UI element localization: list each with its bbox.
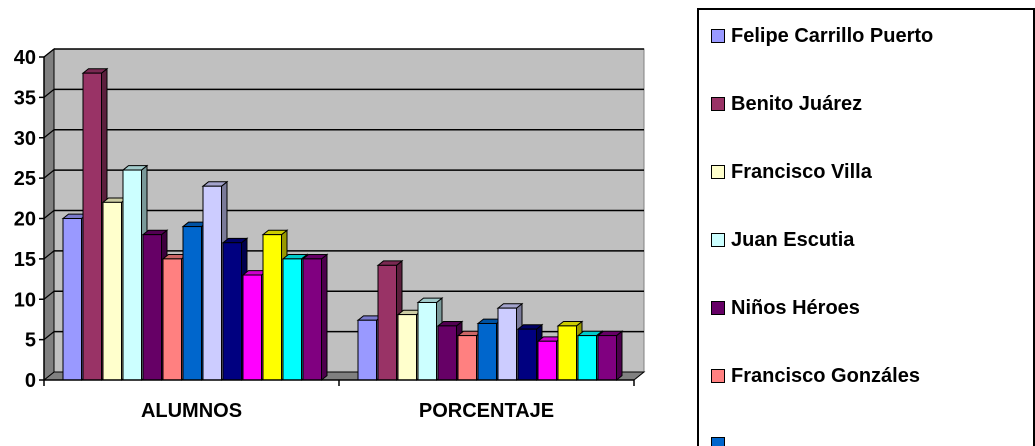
y-tick-label: 10 bbox=[14, 289, 36, 311]
bar-front bbox=[222, 242, 242, 381]
bar-front bbox=[142, 234, 162, 381]
legend-swatch bbox=[711, 437, 725, 446]
legend-swatch bbox=[711, 97, 725, 111]
legend-label: Niños Héroes bbox=[731, 296, 860, 319]
legend-label: Felipe Carrillo Puerto bbox=[731, 24, 934, 47]
y-tick-label: 30 bbox=[14, 128, 36, 150]
gridline-diag bbox=[43, 48, 55, 58]
bar bbox=[416, 297, 444, 382]
y-tick-label: 5 bbox=[25, 330, 36, 352]
y-tick-label: 0 bbox=[25, 370, 36, 392]
bar-front bbox=[262, 234, 282, 381]
bar-front bbox=[102, 201, 122, 381]
gridline-diag bbox=[43, 210, 55, 219]
legend-item: Juan Escutia bbox=[711, 228, 854, 252]
gridline-diag bbox=[43, 88, 55, 98]
legend-swatch bbox=[711, 29, 725, 43]
axes: 0 5 10 15 20 25 30 35 40 ALUMNOS PORCENTAJE bbox=[14, 47, 635, 422]
gridline-diag bbox=[43, 250, 55, 260]
legend-swatch bbox=[711, 369, 725, 383]
legend: Felipe Carrillo Puerto Benito Juárez Franc… bbox=[697, 8, 1035, 446]
legend-swatch bbox=[711, 301, 725, 315]
bar-front bbox=[202, 185, 222, 381]
bar-front bbox=[437, 325, 457, 381]
bar-front bbox=[537, 340, 557, 381]
bar-front bbox=[242, 274, 262, 381]
legend-label: Francisco Gonzáles bbox=[731, 364, 920, 387]
bar bbox=[596, 330, 624, 382]
bar bbox=[81, 67, 109, 382]
bar-front bbox=[477, 322, 497, 381]
bar-front bbox=[357, 319, 377, 381]
bar-front bbox=[182, 226, 202, 381]
bar-front bbox=[557, 325, 577, 381]
legend-label: Juan Escutia bbox=[731, 228, 855, 251]
bar-side bbox=[321, 253, 328, 382]
legend-item-cutoff bbox=[711, 432, 731, 446]
legend-item: Benito Juárez bbox=[711, 92, 862, 116]
gridline-diag bbox=[43, 331, 55, 341]
bar-front bbox=[162, 258, 182, 381]
bar-front bbox=[122, 169, 142, 381]
y-tick-label: 15 bbox=[14, 249, 36, 271]
y-tick-label: 20 bbox=[14, 209, 36, 231]
legend-item: Felipe Carrillo Puerto bbox=[711, 24, 933, 48]
bar-front bbox=[517, 328, 537, 381]
legend-swatch bbox=[711, 233, 725, 247]
bar-front bbox=[397, 314, 417, 381]
bar-front bbox=[62, 218, 82, 381]
gridline-diag bbox=[43, 290, 55, 300]
bar-front bbox=[302, 258, 322, 381]
bar bbox=[301, 253, 329, 382]
x-category-label: ALUMNOS bbox=[141, 400, 242, 422]
legend-swatch bbox=[711, 165, 725, 179]
bar-front bbox=[457, 335, 477, 381]
y-tick-label: 35 bbox=[14, 87, 36, 109]
legend-label: Benito Juárez bbox=[731, 92, 863, 115]
x-category-label: PORCENTAJE bbox=[419, 400, 554, 422]
bar-side bbox=[616, 330, 623, 382]
gridline-diag bbox=[43, 129, 55, 139]
gridline-diag bbox=[43, 169, 55, 179]
bars bbox=[61, 67, 624, 382]
bar-front bbox=[282, 258, 302, 381]
legend-item: Francisco Gonzáles bbox=[711, 364, 920, 388]
y-tick-label: 25 bbox=[14, 168, 36, 190]
bar-front bbox=[377, 264, 397, 381]
bar-front bbox=[497, 307, 517, 381]
legend-item: Francisco Villa bbox=[711, 160, 872, 184]
bar-front bbox=[577, 335, 597, 381]
legend-label: Francisco Villa bbox=[731, 160, 872, 183]
y-tick-label: 40 bbox=[14, 47, 36, 69]
bar-front bbox=[82, 72, 102, 381]
bar-front bbox=[417, 301, 437, 381]
bar-front bbox=[597, 335, 617, 381]
legend-item: Niños Héroes bbox=[711, 296, 860, 320]
